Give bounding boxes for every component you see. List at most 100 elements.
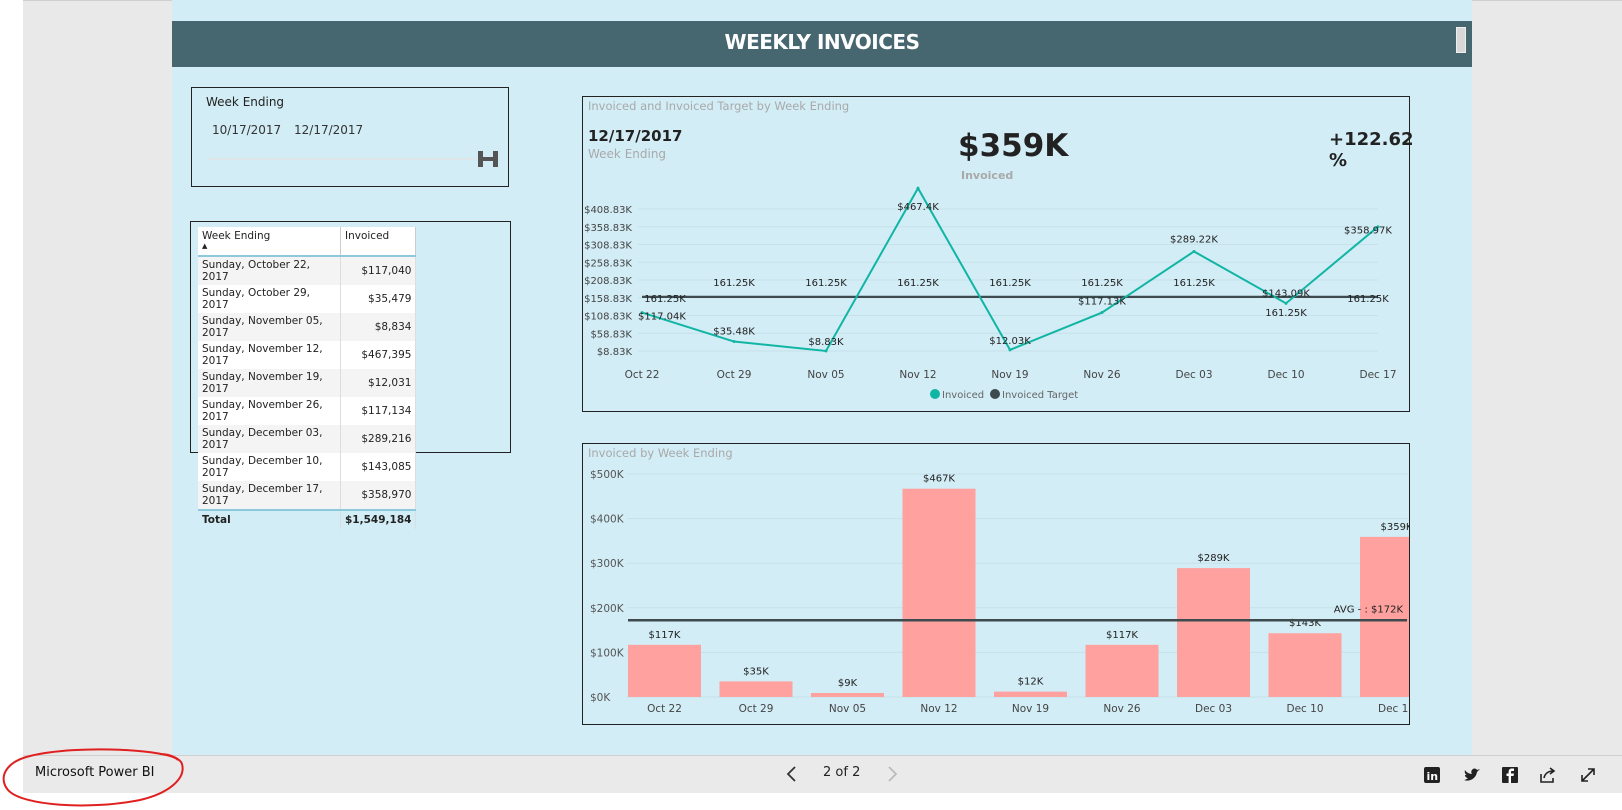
y-tick-label: $200K	[590, 603, 625, 615]
table-row[interactable]: Sunday, December 10, 2017 $143,085	[198, 453, 417, 481]
cell-week-ending: Sunday, November 05, 2017	[198, 313, 341, 341]
average-line-label: AVG - : $172K	[1334, 604, 1404, 615]
y-tick-label: $208.83K	[584, 276, 632, 287]
invoiced-data-label: $117.04K	[638, 312, 686, 323]
y-tick-label: $500K	[590, 469, 625, 481]
table-row[interactable]: Sunday, November 26, 2017 $117,134	[198, 397, 417, 425]
slicer-end-date[interactable]: 12/17/2017	[294, 123, 364, 137]
target-data-label: 161.25K	[989, 278, 1031, 289]
cell-week-ending: Sunday, December 03, 2017	[198, 425, 341, 453]
x-tick-label: Nov 26	[1103, 703, 1141, 715]
invoiced-data-label: $143.09K	[1262, 288, 1310, 299]
x-tick-label: Nov 19	[1012, 703, 1049, 715]
bar	[719, 681, 793, 697]
x-tick-label: Dec 10	[1286, 703, 1323, 715]
cell-invoiced: $467,395	[340, 341, 417, 369]
x-tick-label: Dec 17	[1378, 703, 1409, 715]
chevron-left-icon[interactable]	[783, 764, 801, 784]
week-ending-slicer[interactable]: Week Ending 10/17/2017 12/17/2017	[191, 87, 509, 187]
target-data-label: 161.25K	[897, 278, 939, 289]
total-label: Total	[198, 509, 341, 529]
invoiced-data-label: $467.4K	[897, 202, 939, 213]
table-row[interactable]: Sunday, November 19, 2017 $12,031	[198, 369, 417, 397]
target-data-label: 161.25K	[805, 278, 847, 289]
table-row[interactable]: Sunday, December 17, 2017 $358,970	[198, 481, 417, 510]
invoiced-data-label: $117.13K	[1078, 297, 1126, 308]
bar	[628, 644, 701, 697]
linkedin-icon[interactable]: in	[1422, 765, 1442, 785]
cell-invoiced: $143,085	[340, 453, 417, 481]
sort-asc-icon: ▲	[202, 242, 208, 250]
legend-target-marker	[990, 389, 1000, 399]
target-data-label: 161.25K	[1081, 278, 1123, 289]
x-tick-label: Nov 05	[829, 703, 866, 715]
bar-data-label: $359K	[1380, 522, 1409, 533]
table-row[interactable]: Sunday, October 29, 2017 $35,479	[198, 285, 417, 313]
cell-week-ending: Sunday, November 19, 2017	[198, 369, 341, 397]
share-icon[interactable]	[1538, 765, 1558, 785]
bar-data-label: $9K	[838, 678, 858, 689]
x-tick-label: Dec 17	[1359, 369, 1396, 381]
bar	[902, 488, 976, 697]
cell-week-ending: Sunday, October 22, 2017	[198, 256, 341, 285]
bar	[1177, 568, 1250, 697]
y-tick-label: $58.83K	[590, 329, 632, 340]
table-row[interactable]: Sunday, November 05, 2017 $8,834	[198, 313, 417, 341]
cell-week-ending: Sunday, December 10, 2017	[198, 453, 341, 481]
pager: 2 of 2	[783, 764, 923, 784]
bar-data-label: $143K	[1289, 618, 1321, 629]
legend-invoiced-label: Invoiced	[942, 390, 984, 401]
x-tick-label: Oct 22	[625, 369, 660, 381]
cell-week-ending: Sunday, November 12, 2017	[198, 341, 341, 369]
y-tick-label: $100K	[590, 647, 625, 659]
col-header-week-ending[interactable]: Week Ending ▲	[198, 227, 341, 257]
bar-data-label: $467K	[923, 474, 955, 485]
slicer-start-date[interactable]: 10/17/2017	[212, 123, 282, 137]
cell-invoiced: $358,970	[340, 481, 417, 510]
kpi-date: 12/17/2017	[588, 127, 683, 145]
x-tick-label: Nov 19	[991, 369, 1028, 381]
x-tick-label: Nov 26	[1083, 369, 1121, 381]
fullscreen-icon[interactable]	[1578, 765, 1598, 785]
table-row[interactable]: Sunday, October 22, 2017 $117,040	[198, 256, 417, 285]
invoiced-point	[732, 340, 736, 344]
y-tick-label: $258.83K	[584, 258, 632, 269]
invoiced-point	[1008, 348, 1012, 352]
brand-link[interactable]: Microsoft Power BI	[35, 765, 155, 780]
slider-handle-icon[interactable]	[477, 150, 499, 168]
invoiced-point	[916, 186, 920, 190]
cell-invoiced: $8,834	[340, 313, 417, 341]
bar-chart-visual[interactable]: Invoiced by Week Ending $500K $400K $300K $…	[582, 443, 1410, 725]
y-tick-label: $300K	[590, 558, 625, 570]
line-chart-svg: $408.83K $358.83K $308.83K $258.83K $208.83K…	[584, 186, 1397, 401]
target-data-label: 161.25K	[1265, 308, 1307, 319]
x-tick-label: Dec 10	[1267, 369, 1304, 381]
table-row[interactable]: Sunday, December 03, 2017 $289,216	[198, 425, 417, 453]
report-canvas: WEEKLY INVOICES Week Ending 10/17/2017 1…	[172, 0, 1472, 755]
cell-week-ending: Sunday, October 29, 2017	[198, 285, 341, 313]
slicer-label: Week Ending	[206, 95, 285, 109]
bar-chart-svg: $500K $400K $300K $200K $100K $0K $117K Oct 22 $…	[590, 469, 1409, 715]
facebook-icon[interactable]	[1500, 765, 1520, 785]
invoiced-point	[824, 349, 828, 353]
y-tick-label: $108.83K	[584, 312, 632, 323]
table-row[interactable]: Sunday, November 12, 2017 $467,395	[198, 341, 417, 369]
y-tick-label: $158.83K	[584, 294, 632, 305]
line-chart-visual[interactable]: Invoiced and Invoiced Target by Week End…	[582, 96, 1414, 412]
twitter-icon[interactable]	[1462, 765, 1482, 785]
y-tick-label: $308.83K	[584, 241, 632, 252]
kpi-value: $359K	[958, 128, 1069, 164]
x-tick-label: Nov 12	[899, 369, 936, 381]
col-header-invoiced[interactable]: Invoiced	[340, 227, 417, 257]
scrollbar-thumb[interactable]	[1456, 27, 1466, 53]
bar	[811, 692, 884, 697]
legend-target-label: Invoiced Target	[1002, 390, 1078, 401]
slicer-track[interactable]	[208, 158, 476, 160]
invoiced-point	[1100, 311, 1104, 315]
x-tick-label: Nov 12	[920, 703, 957, 715]
cell-invoiced: $35,479	[340, 285, 417, 313]
chevron-right-icon[interactable]	[883, 764, 901, 784]
kpi-date-label: Week Ending	[588, 147, 667, 161]
cell-invoiced: $117,040	[340, 256, 417, 285]
invoiced-data-label: $35.48K	[713, 327, 755, 338]
